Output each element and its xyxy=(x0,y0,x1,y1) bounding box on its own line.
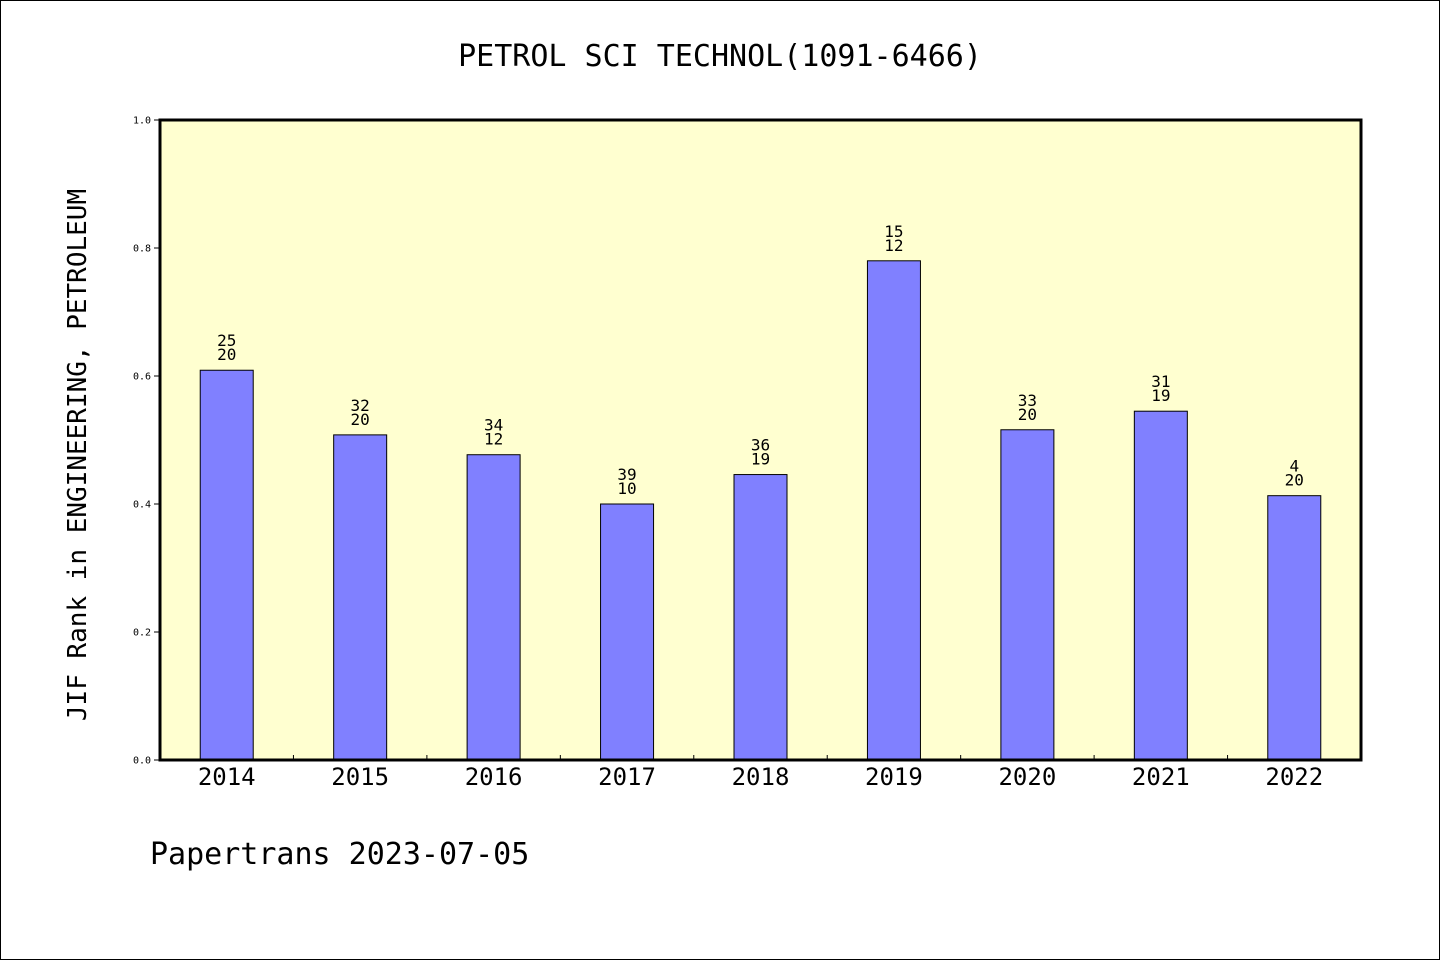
bar-label-top-2014: 25 xyxy=(217,331,236,350)
x-tick-label-2018: 2018 xyxy=(732,763,790,791)
bar-2016 xyxy=(466,454,521,761)
bar-label-top-2020: 33 xyxy=(1018,391,1037,410)
bar-label-top-2016: 34 xyxy=(484,416,503,435)
bar-label-top-2017: 39 xyxy=(617,465,636,484)
bar-label-top-2021: 31 xyxy=(1151,372,1170,391)
y-axis-label: JIF Rank in ENGINEERING, PETROLEUM xyxy=(63,189,93,721)
bar-2018 xyxy=(733,474,788,761)
y-ticks-group: 0.0 0.2 0.4 0.6 0.8 1.0 xyxy=(133,116,160,767)
x-tick-label-2019: 2019 xyxy=(865,763,923,791)
y-tick-label: 0.4 xyxy=(133,500,151,511)
x-ticks-group: 2014 2015 2016 2017 2018 2019 2020 2021 2022 xyxy=(198,755,1323,791)
bar-label-bottom-2017: 10 xyxy=(617,479,636,498)
x-tick-label-2014: 2014 xyxy=(198,763,256,791)
bar-2015 xyxy=(333,434,388,761)
chart-title: PETROL SCI TECHNOL(1091-6466) xyxy=(458,39,982,74)
bar-label-top-2019: 15 xyxy=(884,222,903,241)
y-tick-label: 0.8 xyxy=(133,244,151,255)
bar-label-bottom-2015: 20 xyxy=(351,410,370,429)
bar-label-bottom-2016: 12 xyxy=(484,430,503,449)
y-tick-label: 0.6 xyxy=(133,372,151,383)
plot-border xyxy=(158,118,1363,762)
bar-label-bottom-2020: 20 xyxy=(1018,405,1037,424)
y-tick-label: 0.2 xyxy=(133,628,151,639)
x-tick-label-2020: 2020 xyxy=(998,763,1056,791)
y-tick-label: 1.0 xyxy=(133,116,151,127)
bar-label-bottom-2019: 12 xyxy=(884,236,903,255)
x-tick-label-2017: 2017 xyxy=(598,763,656,791)
bar-label-top-2018: 36 xyxy=(751,436,770,455)
bar-2017 xyxy=(600,503,655,761)
x-tick-label-2021: 2021 xyxy=(1132,763,1190,791)
x-tick-label-2016: 2016 xyxy=(465,763,523,791)
bar-label-top-2015: 32 xyxy=(351,396,370,415)
bar-label-bottom-2014: 20 xyxy=(217,345,236,364)
bar-2019 xyxy=(866,260,921,761)
bar-label-bottom-2022: 20 xyxy=(1285,471,1304,490)
bar-label-top-2022: 4 xyxy=(1289,457,1299,476)
bar-2014 xyxy=(199,369,254,761)
bar-2022 xyxy=(1267,495,1322,761)
bar-label-bottom-2018: 19 xyxy=(751,450,770,469)
y-tick-label: 0.0 xyxy=(133,756,151,767)
x-tick-label-2015: 2015 xyxy=(331,763,389,791)
bar-label-bottom-2021: 19 xyxy=(1151,386,1170,405)
footer-text: Papertrans 2023-07-05 xyxy=(150,837,529,872)
x-tick-label-2022: 2022 xyxy=(1265,763,1323,791)
bar-2021 xyxy=(1133,410,1188,761)
bar-2020 xyxy=(1000,429,1055,761)
